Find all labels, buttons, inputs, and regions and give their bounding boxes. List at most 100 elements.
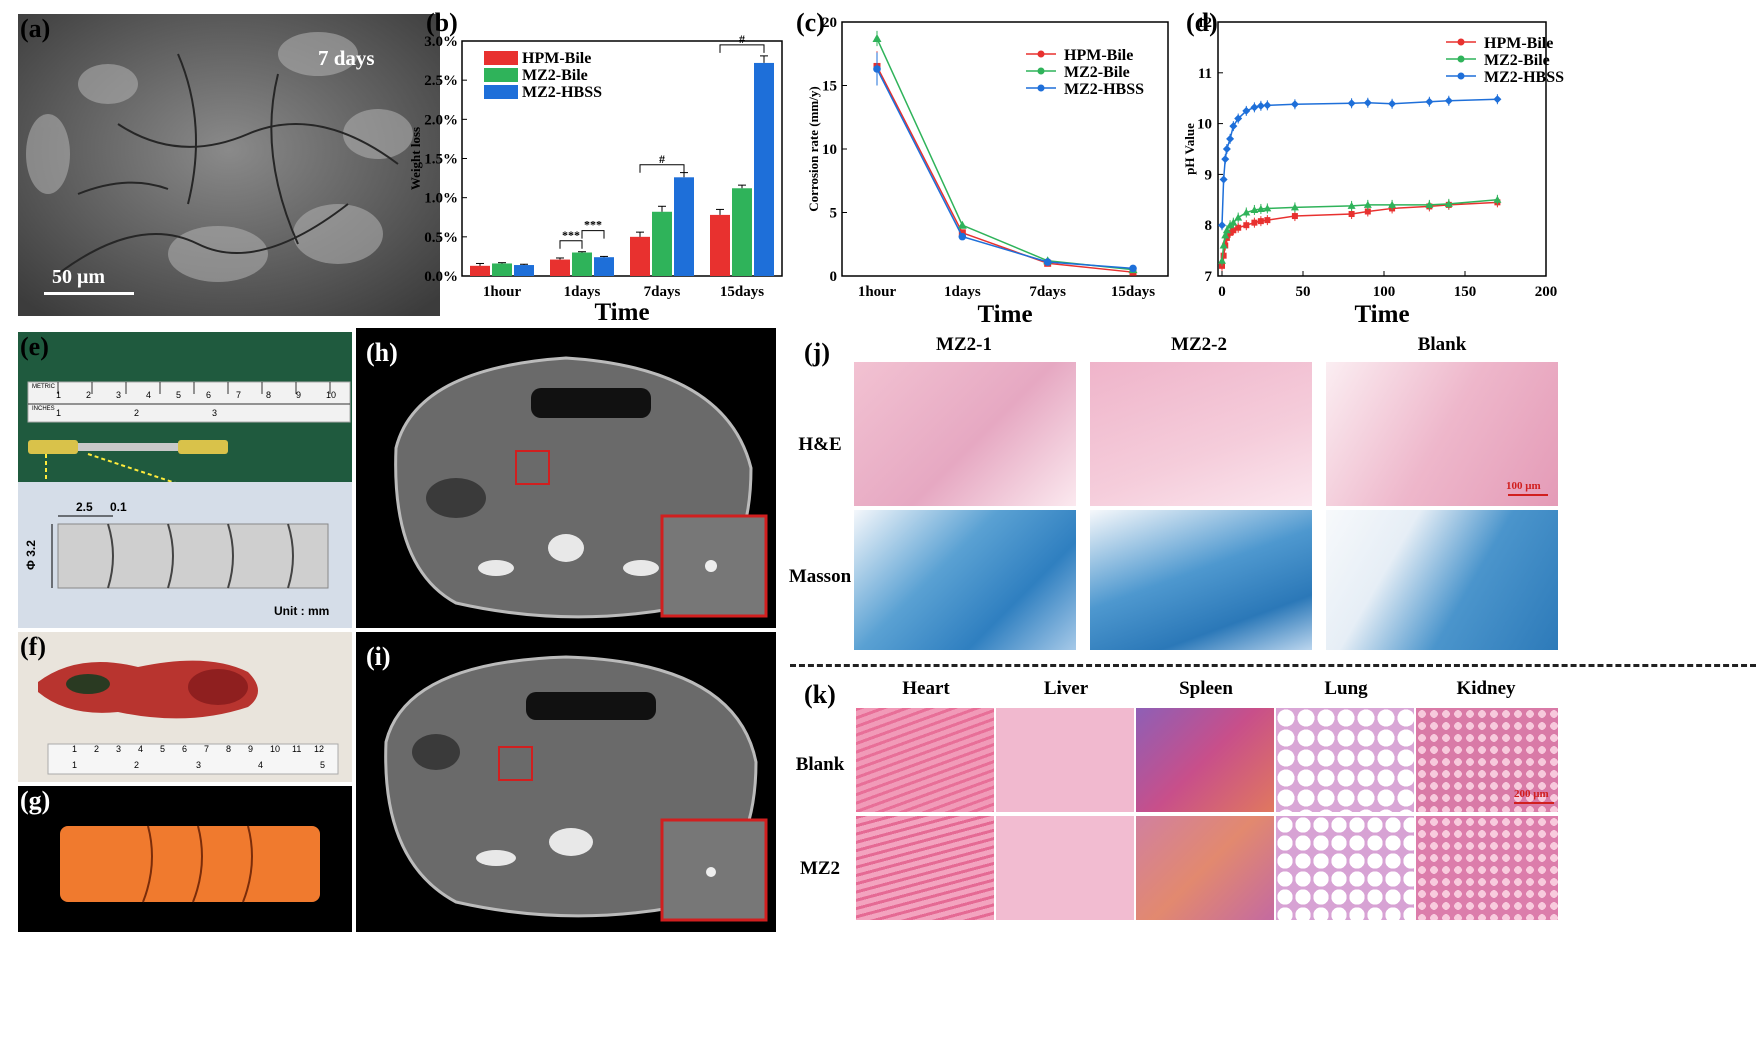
panel-label-e: (e)	[20, 332, 49, 361]
explant-image	[38, 660, 339, 775]
data-point	[1234, 114, 1243, 123]
j-he-blank-image	[1326, 362, 1558, 506]
ruler-label: 1	[72, 760, 78, 770]
bar	[514, 265, 534, 276]
ruler-label: 7	[204, 744, 210, 754]
legend-label: HPM-Bile	[522, 50, 591, 67]
y-tick-label: 20	[822, 15, 837, 31]
data-point	[1290, 203, 1299, 211]
ruler-label: 8	[266, 390, 272, 400]
ruler-label: 5	[160, 744, 166, 754]
ct-roi-box-i	[498, 746, 533, 781]
data-point	[1263, 101, 1272, 110]
ruler-label: 1	[56, 390, 62, 400]
data-point	[1219, 175, 1228, 184]
k-mz2-lung-image	[1276, 816, 1414, 920]
k-blank-kidney-image	[1416, 708, 1558, 812]
y-tick-label: 0.5%	[424, 230, 458, 246]
significance-bracket	[719, 44, 765, 53]
panel-j-histology: (j) MZ2-1 MZ2-2 Blank H&E Masson 100 μm	[786, 330, 1764, 658]
j-he-mz2-2-image	[1090, 362, 1312, 506]
j-col-blank: Blank	[1417, 334, 1467, 355]
ruler-f-in-labels: 1 2 3 4 5	[72, 760, 342, 772]
bar	[652, 211, 672, 276]
ruler-label: 12	[314, 744, 325, 754]
data-point	[1425, 200, 1434, 208]
data-point	[1222, 145, 1231, 153]
data-point	[958, 229, 966, 237]
j-row-he: H&E	[798, 434, 842, 455]
data-point	[1256, 204, 1265, 212]
data-point	[1229, 122, 1238, 131]
legend-marker	[1037, 84, 1045, 92]
panel-label-c: (c)	[796, 8, 825, 37]
legend-marker	[1037, 50, 1045, 58]
ruler-text-metric: METRIC	[32, 384, 55, 390]
data-point	[958, 232, 967, 241]
data-point	[1221, 155, 1230, 164]
x-tick-label: 200	[1535, 284, 1558, 300]
data-point	[872, 34, 882, 43]
data-point	[1291, 213, 1298, 220]
ruler-label: 7	[236, 390, 242, 400]
data-point	[1290, 100, 1299, 109]
j-scalebar-label: 100 μm	[1506, 480, 1541, 492]
panel-b-weight-loss-chart: (b) 0.0% 0.5% 1.0% 1.5% 2.0% 2.5% 3.0% 1hour 1da…	[400, 8, 790, 324]
significance-mark: ***	[584, 218, 602, 232]
significance-mark: ***	[562, 228, 580, 242]
ruler-label: 11	[292, 744, 302, 754]
x-tick-label: 150	[1454, 284, 1477, 300]
legend-label: MZ2-Bile	[1484, 52, 1550, 69]
ruler-label: 3	[116, 390, 122, 400]
ruler-label: 1	[56, 408, 62, 418]
data-point	[1364, 208, 1371, 215]
ruler-label: 5	[176, 390, 182, 400]
k-row-mz2: MZ2	[799, 858, 841, 879]
ct-scan-image-h	[394, 356, 768, 619]
k-blank-heart-image	[856, 708, 994, 812]
ruler-label: 9	[248, 744, 254, 754]
bar	[492, 263, 512, 276]
bar	[470, 265, 490, 276]
data-point	[1363, 98, 1372, 107]
sem-scalebar	[44, 292, 134, 295]
legend-swatch	[484, 68, 518, 82]
data-point	[1243, 222, 1250, 229]
x-axis-title: Time	[977, 301, 1032, 324]
y-tick-label: 1.5%	[424, 152, 458, 168]
ruler-label: 2	[134, 408, 140, 418]
k-col-lung: Lung	[1324, 678, 1368, 699]
significance-bracket	[559, 240, 583, 249]
x-tick-label: 100	[1373, 284, 1396, 300]
data-point	[1218, 256, 1226, 264]
ruler-label: 2	[86, 390, 92, 400]
line-chart-d: 7 8 9 10 11 12 0 50 100 150 200 pH Value Time HPM-Bil…	[1182, 15, 1564, 324]
y-tick-label: 1.0%	[424, 191, 458, 207]
y-tick-label: 10	[1197, 117, 1212, 133]
k-mz2-kidney-image	[1416, 816, 1558, 920]
panel-label-k: (k)	[804, 680, 836, 709]
y-tick-label: 2.5%	[424, 73, 458, 89]
k-scalebar-label: 200 μm	[1514, 788, 1549, 800]
y-tick-label: 5	[830, 206, 838, 222]
x-tick-label: 1days	[944, 284, 981, 300]
ruler-label: 3	[196, 760, 202, 770]
bar	[594, 257, 614, 276]
sem-time-label: 7 days	[318, 46, 375, 70]
y-tick-label: 2.0%	[424, 112, 458, 128]
data-point	[873, 65, 881, 73]
panel-h-ct-scan: (h)	[356, 328, 776, 628]
data-point	[1388, 200, 1397, 208]
panel-label-h: (h)	[366, 338, 398, 367]
legend-label: MZ2-Bile	[1064, 64, 1130, 81]
significance-mark: #	[739, 32, 745, 46]
legend-label: MZ2-Bile	[522, 67, 588, 84]
bar	[572, 252, 592, 276]
y-tick-label: 15	[822, 79, 837, 95]
data-point	[1043, 258, 1052, 266]
j-col-mz2-2: MZ2-2	[1171, 334, 1227, 355]
y-tick-label: 0.0%	[424, 269, 458, 285]
data-point	[1219, 262, 1225, 269]
y-axis-title: Corrosion rate (mm/y)	[806, 86, 821, 211]
y-tick-label: 12	[1197, 15, 1212, 31]
